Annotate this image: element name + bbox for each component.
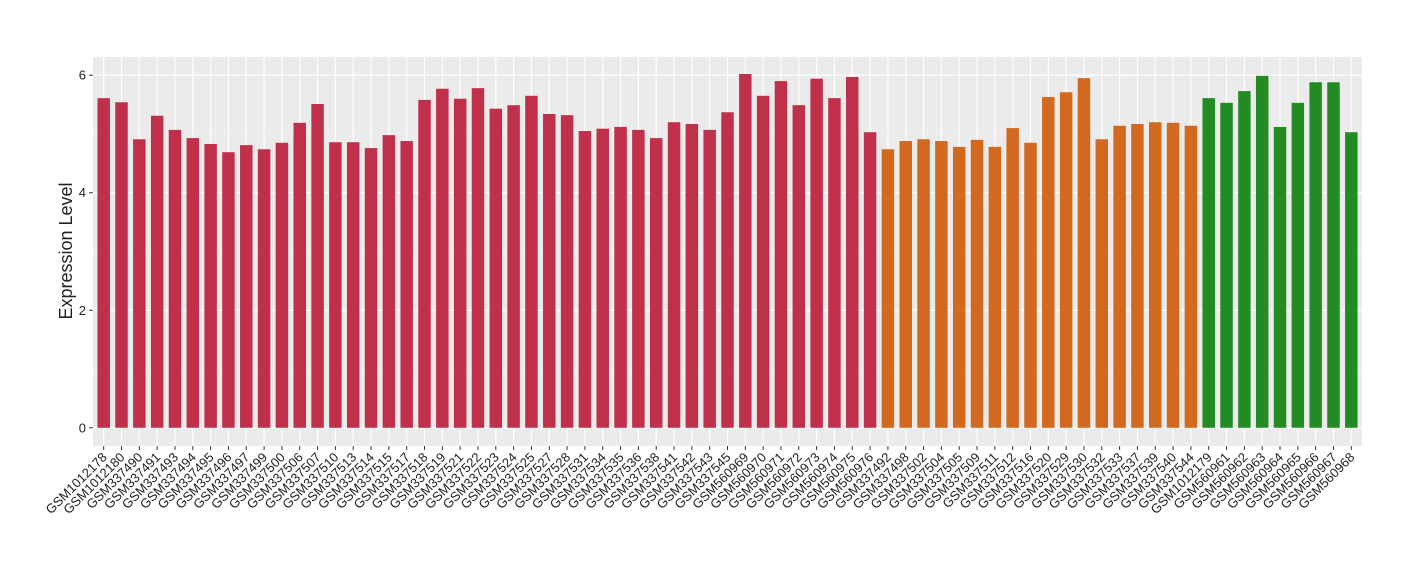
y-axis-title: Expression Level (56, 182, 76, 319)
bar (489, 108, 503, 428)
bar (507, 105, 520, 428)
y-tick-label: 4 (79, 185, 86, 200)
y-tick-label: 2 (79, 303, 86, 318)
bar (275, 142, 289, 428)
bar (222, 152, 235, 428)
bar (917, 139, 930, 428)
bar (1220, 102, 1233, 428)
bar (792, 105, 806, 428)
bar (1238, 91, 1251, 428)
bar (988, 146, 1002, 428)
bar (1327, 82, 1340, 428)
bar (400, 141, 413, 428)
bar (329, 142, 342, 428)
bar (115, 102, 128, 428)
bar (257, 149, 271, 428)
bar (1059, 92, 1073, 428)
bar (1024, 142, 1037, 428)
bar (1184, 125, 1198, 428)
bar (293, 122, 306, 428)
bar (186, 138, 200, 428)
bar (952, 146, 966, 428)
bar (1309, 82, 1322, 428)
bar (632, 129, 645, 428)
bar (346, 142, 360, 428)
bar (364, 148, 378, 428)
bar (436, 88, 449, 428)
bar (1273, 126, 1287, 428)
bar (685, 123, 699, 428)
bar (1006, 128, 1019, 428)
bar (168, 129, 182, 428)
bar (1131, 123, 1144, 428)
bar (828, 98, 841, 428)
bar (596, 128, 609, 428)
bar (1077, 78, 1091, 428)
bar (578, 131, 592, 428)
bar (863, 132, 877, 428)
y-tick-label: 0 (79, 420, 86, 435)
bar (1095, 139, 1109, 428)
bar (418, 99, 431, 428)
bar (1113, 125, 1126, 428)
bar (667, 122, 681, 428)
bar (756, 95, 770, 428)
bar (935, 141, 948, 428)
bar (1166, 122, 1180, 428)
bar (560, 115, 574, 428)
bar (382, 135, 396, 428)
bar (543, 113, 556, 428)
bar (774, 81, 788, 428)
bar (739, 74, 752, 428)
bar (1149, 122, 1162, 428)
bar (453, 98, 467, 428)
bar (311, 104, 324, 428)
y-tick-label: 6 (79, 68, 86, 83)
bar (471, 88, 485, 428)
bar (1202, 98, 1215, 428)
bar (204, 143, 217, 428)
bar (1042, 96, 1055, 428)
bar (899, 141, 912, 428)
bar (649, 138, 663, 428)
bar (150, 115, 164, 428)
bar (970, 139, 984, 428)
bar (1345, 132, 1358, 428)
bar (133, 139, 146, 428)
bar (703, 129, 716, 428)
bar (846, 76, 859, 428)
bar (525, 95, 538, 428)
bar (881, 149, 895, 428)
bar (1291, 102, 1305, 428)
bar (97, 98, 110, 428)
bar (1255, 75, 1269, 428)
bar (721, 112, 734, 428)
bar (240, 145, 253, 428)
bar (810, 78, 823, 428)
bar (614, 126, 627, 428)
